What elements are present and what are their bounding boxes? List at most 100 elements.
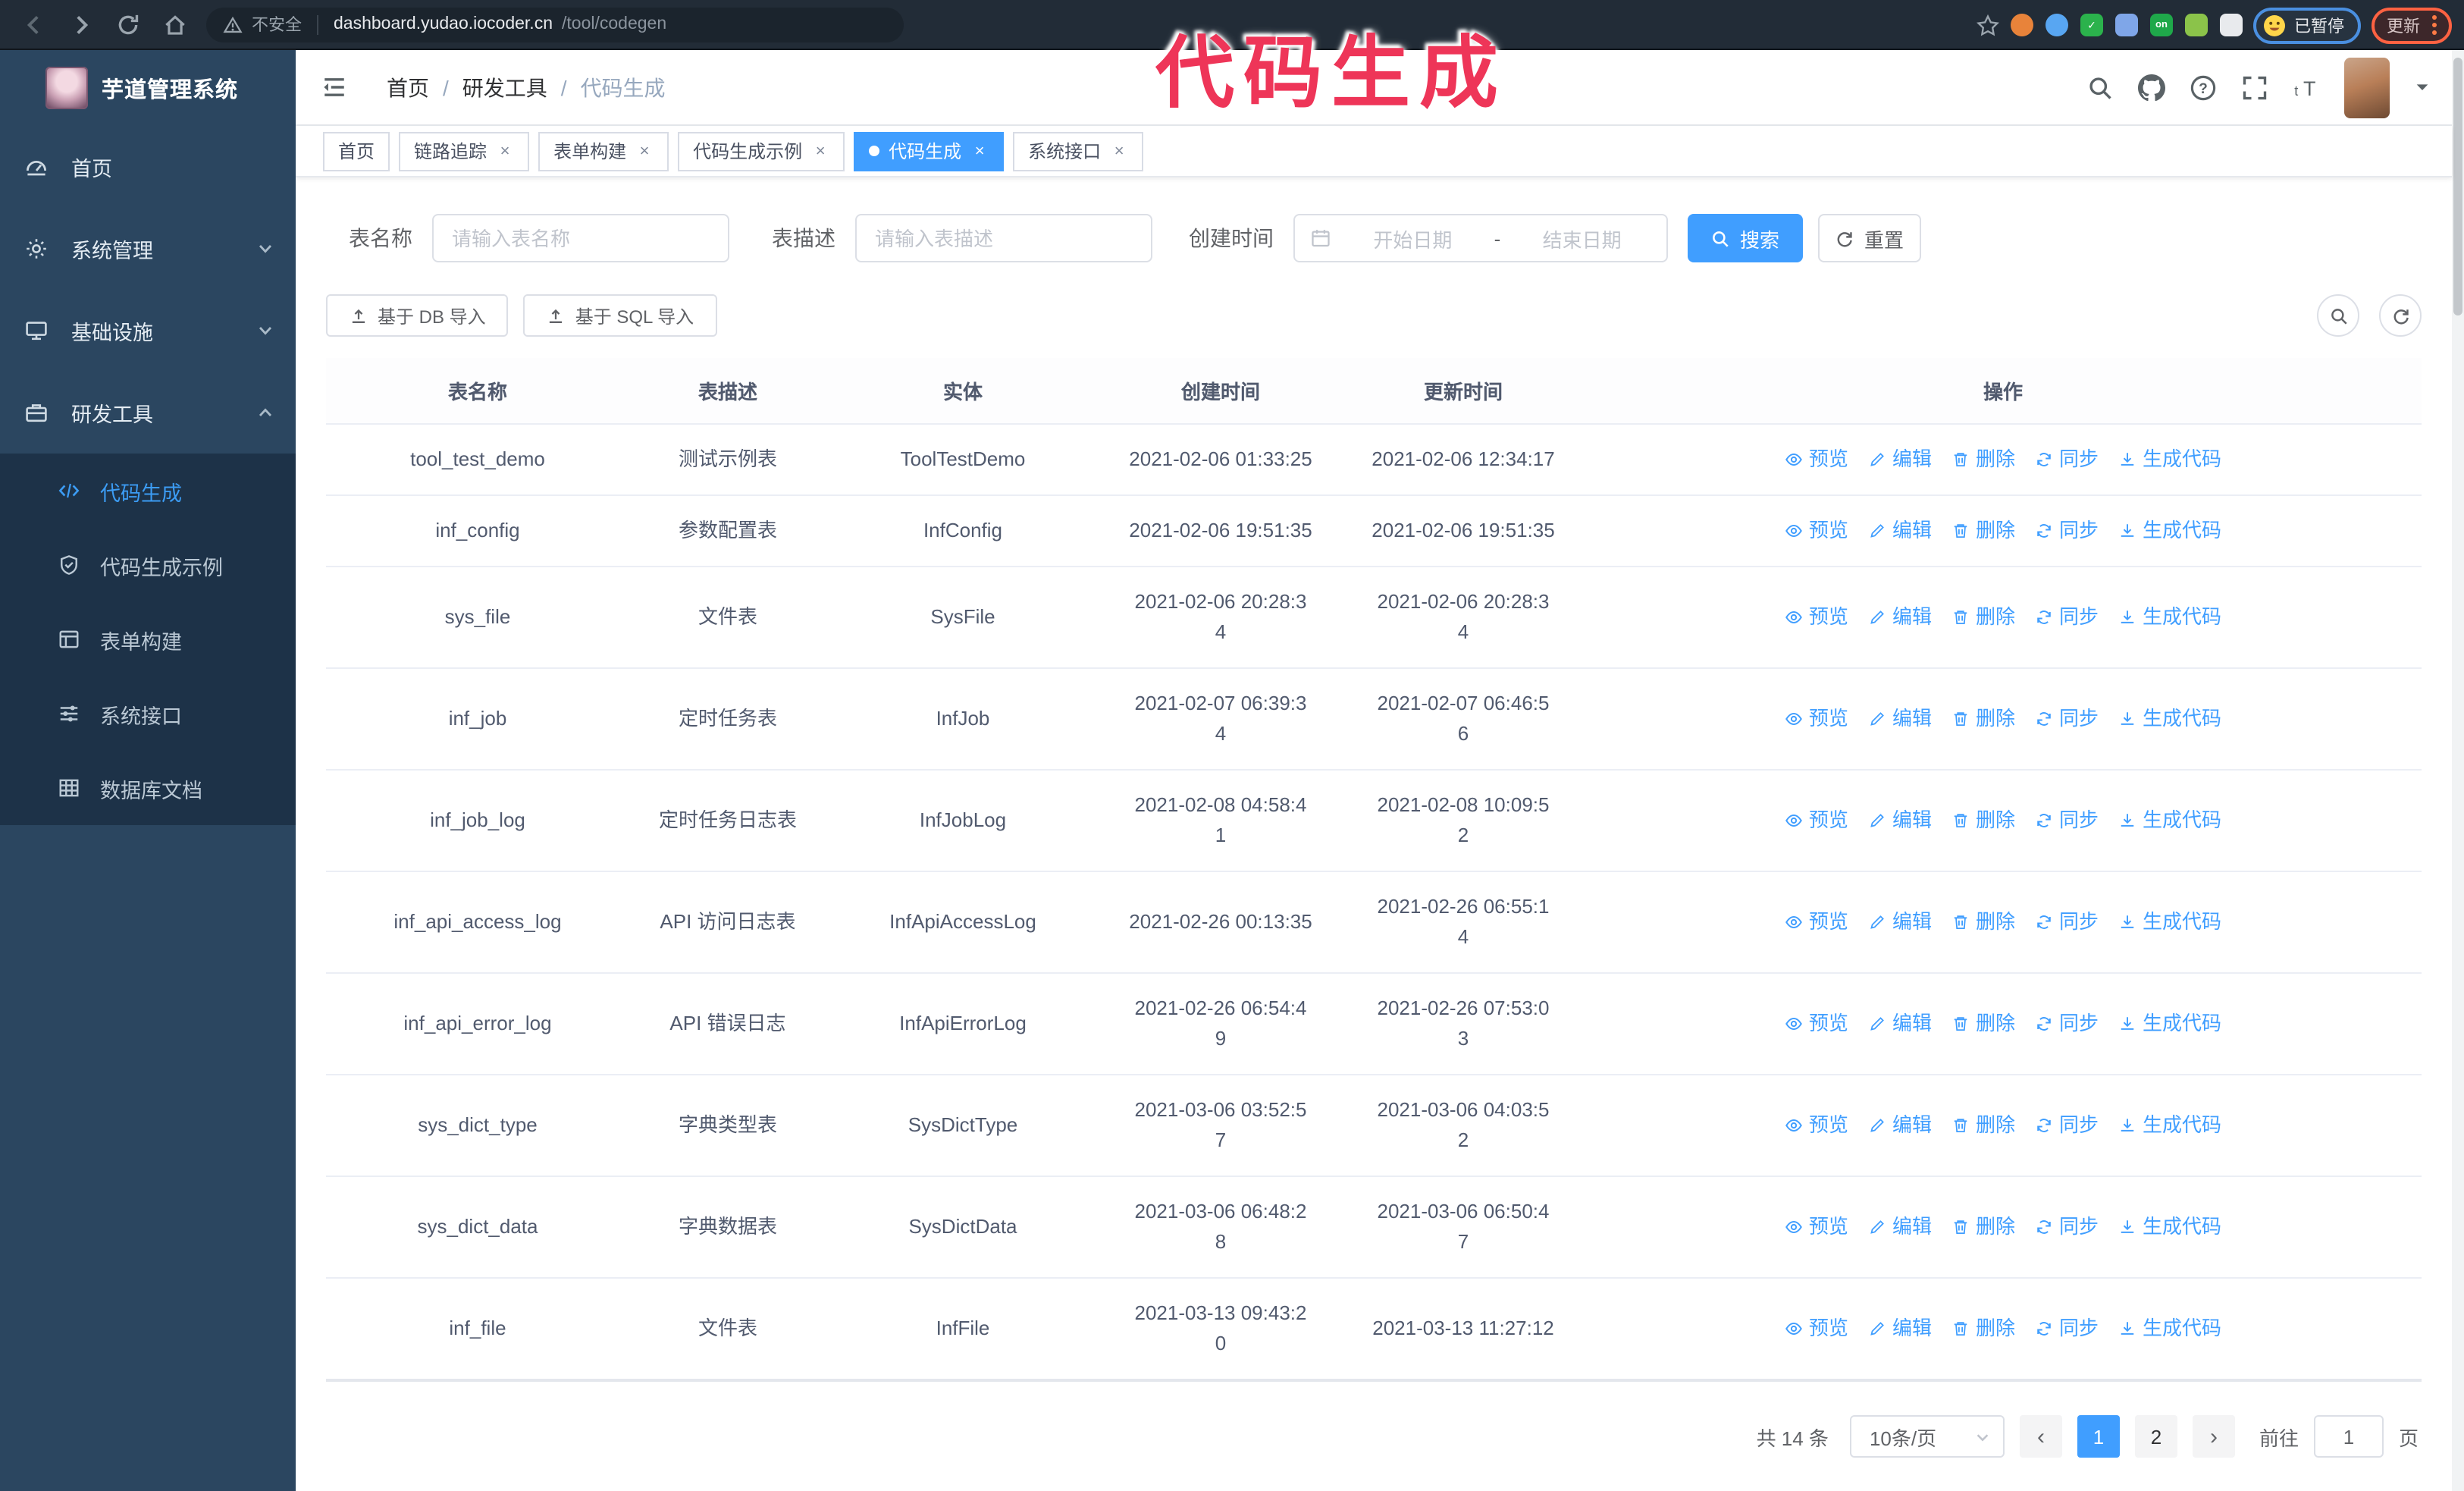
generate-action-link[interactable]: 生成代码 (2118, 805, 2221, 836)
sync-action-link[interactable]: 同步 (2035, 516, 2099, 546)
breadcrumb-item-1[interactable]: 研发工具 (462, 75, 547, 99)
sidebar-toggle-icon[interactable] (321, 74, 347, 100)
tab-close-icon[interactable]: × (639, 142, 650, 160)
sidebar-subitem-4[interactable]: 数据库文档 (0, 751, 296, 825)
sync-action-link[interactable]: 同步 (2035, 602, 2099, 632)
delete-action-link[interactable]: 删除 (1951, 444, 2015, 475)
ext-grid-icon[interactable] (2115, 14, 2138, 36)
edit-action-link[interactable]: 编辑 (1868, 907, 1932, 937)
edit-action-link[interactable]: 编辑 (1868, 1212, 1932, 1242)
edit-action-link[interactable]: 编辑 (1868, 1009, 1932, 1039)
end-date-placeholder[interactable]: 结束日期 (1542, 228, 1622, 251)
goto-page-input[interactable] (2313, 1415, 2384, 1458)
user-menu-caret-icon[interactable] (2414, 79, 2431, 96)
tab-1[interactable]: 链路追踪 × (399, 131, 530, 171)
generate-action-link[interactable]: 生成代码 (2118, 1110, 2221, 1141)
date-range-picker[interactable]: 开始日期 - 结束日期 (1293, 214, 1668, 262)
browser-update-badge[interactable]: 更新 (2372, 7, 2452, 43)
generate-action-link[interactable]: 生成代码 (2118, 1314, 2221, 1344)
page-scrollbar[interactable] (2452, 50, 2464, 1491)
browser-menu-icon[interactable] (2432, 15, 2437, 35)
preview-action-link[interactable]: 预览 (1785, 1009, 1848, 1039)
sidebar-item-2[interactable]: 基础设施 (0, 290, 296, 372)
sidebar-subitem-1[interactable]: 代码生成示例 (0, 528, 296, 602)
table-desc-input[interactable] (855, 214, 1152, 262)
sidebar-subitem-3[interactable]: 系统接口 (0, 676, 296, 751)
app-logo[interactable]: 芋道管理系统 (0, 50, 296, 126)
sync-action-link[interactable]: 同步 (2035, 805, 2099, 836)
delete-action-link[interactable]: 删除 (1951, 1212, 2015, 1242)
sidebar-subitem-0[interactable]: 代码生成 (0, 454, 296, 528)
page-size-select[interactable]: 10条/页 (1849, 1415, 2005, 1458)
generate-action-link[interactable]: 生成代码 (2118, 602, 2221, 632)
extension-paused-badge[interactable]: 已暂停 (2253, 7, 2361, 43)
tab-0[interactable]: 首页 (323, 131, 390, 171)
help-icon[interactable]: ? (2190, 74, 2217, 101)
sync-action-link[interactable]: 同步 (2035, 907, 2099, 937)
tab-close-icon[interactable]: × (974, 142, 985, 160)
sync-action-link[interactable]: 同步 (2035, 1009, 2099, 1039)
browser-forward-icon[interactable] (68, 11, 94, 37)
delete-action-link[interactable]: 删除 (1951, 1110, 2015, 1141)
ext-puzzle-icon[interactable] (2220, 14, 2243, 36)
generate-action-link[interactable]: 生成代码 (2118, 444, 2221, 475)
refresh-table-button[interactable] (2379, 294, 2422, 337)
toggle-search-button[interactable] (2317, 294, 2359, 337)
page-button-1[interactable]: 1 (2077, 1415, 2120, 1458)
browser-home-icon[interactable] (162, 11, 188, 37)
delete-action-link[interactable]: 删除 (1951, 704, 2015, 734)
generate-action-link[interactable]: 生成代码 (2118, 704, 2221, 734)
preview-action-link[interactable]: 预览 (1785, 602, 1848, 632)
breadcrumb-item-0[interactable]: 首页 (387, 75, 429, 99)
ext-orange-icon[interactable] (2011, 14, 2033, 36)
preview-action-link[interactable]: 预览 (1785, 1314, 1848, 1344)
preview-action-link[interactable]: 预览 (1785, 444, 1848, 475)
sidebar-subitem-2[interactable]: 表单构建 (0, 602, 296, 676)
edit-action-link[interactable]: 编辑 (1868, 444, 1932, 475)
import-sql-button[interactable]: 基于 SQL 导入 (523, 294, 717, 337)
table-name-input[interactable] (432, 214, 729, 262)
sidebar-item-1[interactable]: 系统管理 (0, 208, 296, 290)
tab-close-icon[interactable]: × (815, 142, 826, 160)
header-search-icon[interactable] (2086, 74, 2114, 101)
delete-action-link[interactable]: 删除 (1951, 516, 2015, 546)
import-db-button[interactable]: 基于 DB 导入 (326, 294, 509, 337)
edit-action-link[interactable]: 编辑 (1868, 516, 1932, 546)
edit-action-link[interactable]: 编辑 (1868, 1110, 1932, 1141)
delete-action-link[interactable]: 删除 (1951, 602, 2015, 632)
reset-button[interactable]: 重置 (1818, 214, 1921, 262)
start-date-placeholder[interactable]: 开始日期 (1373, 228, 1453, 251)
edit-action-link[interactable]: 编辑 (1868, 805, 1932, 836)
generate-action-link[interactable]: 生成代码 (2118, 516, 2221, 546)
sync-action-link[interactable]: 同步 (2035, 704, 2099, 734)
ext-on-icon[interactable]: on (2150, 14, 2173, 36)
preview-action-link[interactable]: 预览 (1785, 805, 1848, 836)
prev-page-button[interactable]: ‹ (2019, 1415, 2062, 1458)
tab-2[interactable]: 表单构建 × (538, 131, 669, 171)
preview-action-link[interactable]: 预览 (1785, 907, 1848, 937)
preview-action-link[interactable]: 预览 (1785, 1110, 1848, 1141)
generate-action-link[interactable]: 生成代码 (2118, 1009, 2221, 1039)
preview-action-link[interactable]: 预览 (1785, 1212, 1848, 1242)
sync-action-link[interactable]: 同步 (2035, 1110, 2099, 1141)
browser-reload-icon[interactable] (115, 11, 141, 37)
tab-close-icon[interactable]: × (500, 142, 510, 160)
scrollbar-thumb[interactable] (2453, 58, 2462, 315)
sync-action-link[interactable]: 同步 (2035, 1212, 2099, 1242)
fullscreen-icon[interactable] (2241, 74, 2268, 101)
sync-action-link[interactable]: 同步 (2035, 444, 2099, 475)
search-button[interactable]: 搜索 (1688, 214, 1803, 262)
delete-action-link[interactable]: 删除 (1951, 805, 2015, 836)
sync-action-link[interactable]: 同步 (2035, 1314, 2099, 1344)
preview-action-link[interactable]: 预览 (1785, 516, 1848, 546)
ext-blue-drop-icon[interactable] (2045, 14, 2068, 36)
tab-4[interactable]: 代码生成 × (854, 131, 1005, 171)
edit-action-link[interactable]: 编辑 (1868, 602, 1932, 632)
delete-action-link[interactable]: 删除 (1951, 1009, 2015, 1039)
delete-action-link[interactable]: 删除 (1951, 907, 2015, 937)
bookmark-star-icon[interactable] (1976, 13, 2000, 37)
github-icon[interactable] (2138, 74, 2165, 101)
user-avatar[interactable] (2344, 57, 2390, 118)
next-page-button[interactable]: › (2192, 1415, 2235, 1458)
sidebar-item-0[interactable]: 首页 (0, 126, 296, 208)
